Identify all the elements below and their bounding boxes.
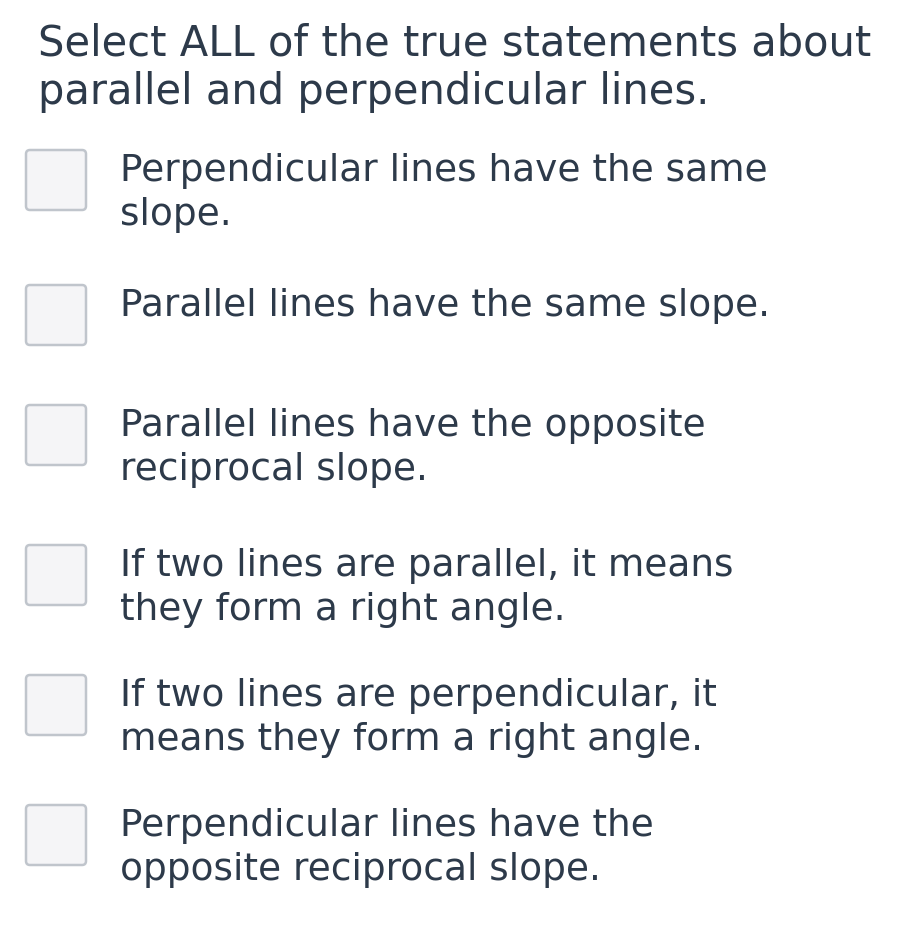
FancyBboxPatch shape (26, 675, 86, 735)
Text: If two lines are parallel, it means
they form a right angle.: If two lines are parallel, it means they… (120, 548, 732, 628)
FancyBboxPatch shape (26, 545, 86, 605)
Text: Perpendicular lines have the same
slope.: Perpendicular lines have the same slope. (120, 153, 767, 233)
Text: Parallel lines have the opposite
reciprocal slope.: Parallel lines have the opposite recipro… (120, 408, 705, 488)
FancyBboxPatch shape (26, 286, 86, 346)
Text: If two lines are perpendicular, it
means they form a right angle.: If two lines are perpendicular, it means… (120, 678, 716, 757)
FancyBboxPatch shape (26, 406, 86, 465)
Text: Select ALL of the true statements about
parallel and perpendicular lines.: Select ALL of the true statements about … (38, 22, 870, 112)
FancyBboxPatch shape (26, 806, 86, 865)
Text: Perpendicular lines have the
opposite reciprocal slope.: Perpendicular lines have the opposite re… (120, 807, 653, 887)
Text: Parallel lines have the same slope.: Parallel lines have the same slope. (120, 287, 769, 324)
FancyBboxPatch shape (26, 151, 86, 210)
